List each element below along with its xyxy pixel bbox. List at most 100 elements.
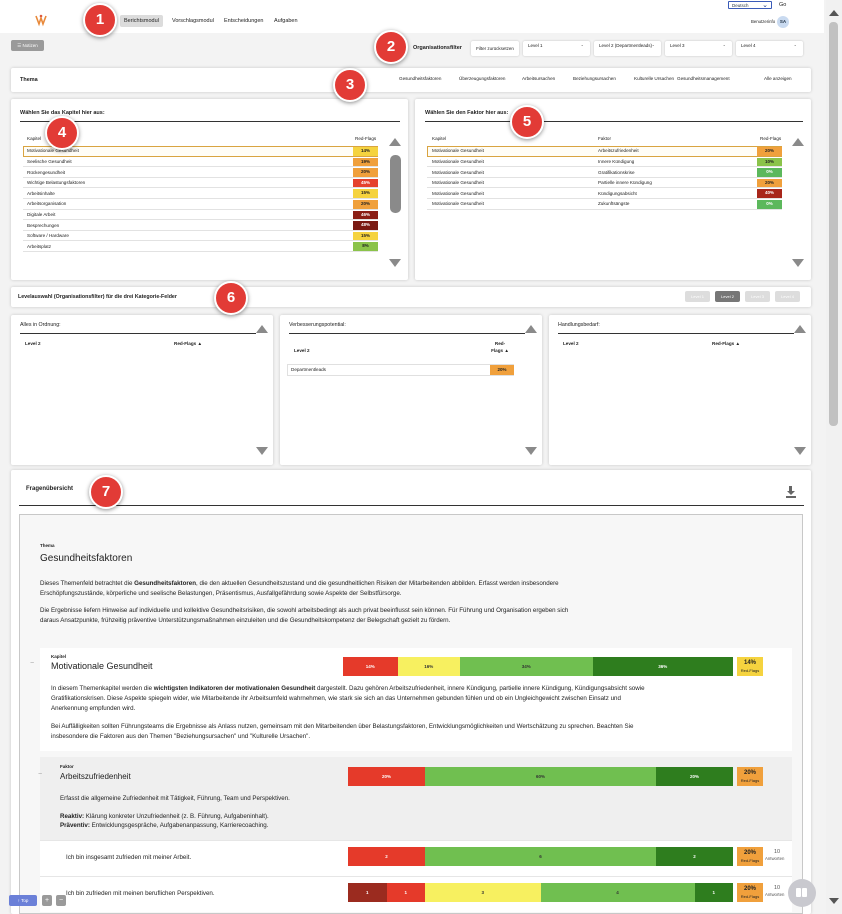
theme-paragraph: Dieses Themenfeld betrachtet die Gesundh… — [40, 579, 580, 599]
factor-name: Partielle innere Kündigung — [598, 180, 652, 186]
chapter-name: Arbeitsorganisation — [27, 201, 67, 207]
annotation-marker: 5 — [510, 105, 544, 139]
nav-tab[interactable]: Entscheidungen — [224, 18, 264, 24]
help-book-button[interactable] — [788, 879, 816, 907]
book-icon — [796, 888, 801, 897]
level-selection-title: Levelauswahl (Organisationsfilter) für d… — [18, 293, 177, 300]
table-row[interactable] — [23, 178, 378, 189]
row-name: Departmentleads — [291, 367, 326, 373]
table-row[interactable] — [23, 210, 378, 221]
level-button[interactable]: Level 2 — [715, 291, 740, 302]
factor-name: Zukunftsängste — [598, 201, 630, 207]
bar-segment: 20% — [348, 767, 425, 786]
level-dropdown[interactable]: Level 2 (Departmentleads) - — [594, 41, 661, 56]
text: Dieses Themenfeld betrachtet die — [40, 580, 135, 587]
table-row[interactable] — [23, 231, 378, 242]
red-flag-cell: 20% — [757, 178, 782, 188]
table-row[interactable] — [427, 157, 782, 168]
notes-button[interactable]: ☰ Notizen — [11, 40, 44, 51]
thema-tab[interactable]: Gesundheitsmanagement — [677, 76, 730, 82]
level-button[interactable]: Level 3 — [745, 291, 770, 302]
column-header: Red-Flags ▲ — [491, 341, 509, 353]
scroll-up[interactable] — [829, 10, 839, 16]
thema-title: Thema — [20, 76, 38, 83]
annotation-marker: 6 — [214, 281, 248, 315]
collapse-button[interactable]: − — [56, 895, 66, 906]
scroll-down-button[interactable] — [792, 259, 804, 267]
column-header: Red-Flags — [355, 136, 377, 142]
level-dropdown[interactable]: Level 3 - — [665, 41, 732, 56]
reset-filter-button[interactable]: Filter zurücksetzen — [471, 41, 519, 56]
level-value: - — [794, 43, 796, 49]
factor-paragraph: Präventiv: Entwicklungsgespräche, Aufgab… — [60, 821, 660, 831]
factor-name: Innere Kündigung — [598, 159, 635, 165]
scroll-up-button[interactable] — [389, 138, 401, 146]
thema-tab[interactable]: Kulturelle Ursachen — [634, 76, 675, 82]
avatar[interactable]: SA — [777, 16, 789, 28]
download-button[interactable] — [786, 486, 796, 498]
chapter-paragraph: In diesem Themenkapitel werden die wicht… — [51, 684, 651, 714]
level-dropdown[interactable]: Level 1 - — [523, 41, 590, 56]
nav-tab[interactable]: Vorschlagsmodul — [172, 18, 214, 24]
scroll-up-button[interactable] — [792, 138, 804, 146]
category-panel — [549, 315, 811, 465]
badge-label: Red-Flags — [740, 858, 760, 863]
collapse-toggle[interactable]: − — [38, 770, 43, 778]
bar-segment: 1 — [386, 883, 425, 902]
collapse-toggle[interactable]: − — [30, 659, 35, 667]
thema-tab[interactable]: Überzeugungsfaktoren — [459, 76, 506, 82]
text: Die Ergebnisse liefern Hinweise auf indi… — [40, 607, 569, 624]
expand-button[interactable]: + — [42, 895, 52, 906]
thema-tab[interactable]: Beziehungsursachen — [573, 76, 616, 82]
scrollbar-thumb[interactable] — [829, 22, 838, 426]
scroll-down-button[interactable] — [525, 447, 537, 455]
level-button[interactable]: Level 1 — [685, 291, 710, 302]
badge-value: 20% — [743, 850, 756, 856]
divider — [19, 505, 804, 506]
table-row[interactable] — [427, 188, 782, 199]
red-flag-cell: 15% — [353, 189, 378, 198]
language-select[interactable]: Deutsch ⌄ — [728, 1, 772, 9]
factor-name: Gratifikationskrise — [598, 169, 635, 175]
chapter-name: Digitale Arbeit — [27, 212, 56, 218]
factor-name: Kündigungsabsicht — [598, 190, 637, 196]
table-row[interactable] — [427, 178, 782, 189]
red-flag-cell: 40% — [757, 189, 782, 198]
nav-tab[interactable]: Berichtsmodul — [120, 15, 163, 27]
table-row[interactable] — [23, 157, 378, 168]
chapter-name: Motivationale Gesundheit — [432, 190, 484, 196]
bar-segment: 14% — [343, 657, 398, 676]
go-button[interactable]: Go — [779, 1, 787, 8]
factor-paragraph: Erfasst die allgemeine Zufriedenheit mit… — [60, 794, 660, 804]
table-row[interactable] — [23, 220, 378, 231]
table-row[interactable] — [23, 188, 378, 199]
table-row[interactable] — [23, 241, 378, 252]
level-dropdown[interactable]: Level 4 - — [736, 41, 803, 56]
table-row[interactable] — [23, 167, 378, 178]
chapter-name: Software / Hardware — [27, 233, 69, 239]
scroll-up-button[interactable] — [794, 325, 806, 333]
level-button[interactable]: Level 4 — [775, 291, 800, 302]
scroll-up-button[interactable] — [525, 325, 537, 333]
scroll-down-button[interactable] — [256, 447, 268, 455]
column-header: Level 2 — [294, 348, 310, 354]
chapter-panel-title: Wählen Sie das Kapitel hier aus: — [20, 109, 105, 116]
scroll-up-button[interactable] — [256, 325, 268, 333]
nav-tab[interactable]: Aufgaben — [274, 18, 298, 24]
scroll-down-button[interactable] — [794, 447, 806, 455]
table-row[interactable] — [427, 167, 782, 178]
category-title: Verbesserungspotential: — [289, 321, 346, 328]
table-row[interactable] — [427, 199, 782, 210]
thema-tab[interactable]: Arbeitsursachen — [522, 76, 556, 82]
table-row[interactable] — [23, 199, 378, 210]
scroll-down[interactable] — [829, 898, 839, 904]
red-flag-cell: 45% — [353, 178, 378, 188]
red-flag-cell: 19% — [353, 157, 378, 167]
scroll-thumb[interactable] — [390, 155, 401, 213]
chapter-name: Motivationale Gesundheit — [432, 169, 484, 175]
top-button[interactable]: ↑ Top — [9, 895, 37, 906]
scroll-down-button[interactable] — [389, 259, 401, 267]
thema-tab[interactable]: Alle anzeigen — [764, 76, 792, 82]
thema-tab[interactable]: Gesundheitsfaktoren — [399, 76, 442, 82]
